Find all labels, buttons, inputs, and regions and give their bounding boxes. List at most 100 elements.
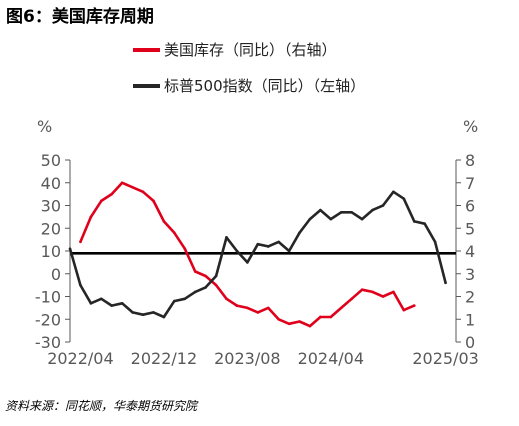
data-point-sp500 [173,299,176,303]
right-tick-label: 8 [465,151,475,170]
data-point-sp500 [392,190,395,194]
right-tick-label: 7 [465,174,475,193]
data-point-inventory [110,192,114,196]
data-point-inventory [339,306,343,310]
data-point-sp500 [319,208,322,212]
left-tick-label: -20 [35,310,61,329]
data-point-sp500 [246,261,249,264]
right-axis-ticks: 8 7 6 5 4 3 2 1 0 [456,151,475,352]
figure-title: 图6：美国库存周期 [6,7,154,27]
data-point-sp500 [433,240,437,244]
data-point-sp500 [131,311,134,314]
data-point-inventory [277,317,280,321]
left-tick-label: 50 [41,151,61,170]
data-point-sp500 [298,231,301,235]
left-tick-label: 20 [41,219,61,238]
left-axis-unit: % [37,117,52,136]
data-point-sp500 [412,220,416,223]
data-point-inventory [183,247,187,251]
data-point-sp500 [402,197,406,200]
data-point-sp500 [89,302,93,305]
data-point-inventory [412,304,416,307]
right-tick-label: 6 [465,197,475,216]
data-point-inventory [246,306,249,310]
data-point-sp500 [329,217,333,221]
data-point-inventory [329,315,333,319]
data-point-inventory [225,297,228,301]
data-point-sp500 [225,236,228,239]
data-point-sp500 [193,290,197,294]
data-point-sp500 [162,315,166,319]
data-point-sp500 [308,217,312,221]
source-note: 资料来源：同花顺，华泰期货研究院 [5,399,198,413]
data-point-sp500 [339,211,343,214]
left-tick-label: 10 [41,242,61,261]
left-tick-label: -10 [35,288,61,307]
data-point-sp500 [183,297,187,301]
data-point-inventory [350,297,353,301]
data-point-inventory [381,295,385,298]
data-point-sp500 [371,208,374,212]
right-tick-label: 5 [465,219,475,238]
data-point-inventory [79,240,82,244]
right-axis-unit: % [463,117,478,136]
left-tick-label: -30 [35,333,61,352]
data-point-inventory [204,274,207,278]
data-point-inventory [214,283,218,287]
data-point-sp500 [277,240,280,244]
left-tick-label: 30 [41,197,61,216]
right-tick-label: 1 [465,310,475,329]
data-point-inventory [235,304,239,307]
chart: 美国库存（同比）（右轴） 标普500指数（同比）（左轴） % % 5040302… [35,41,479,368]
data-point-sp500 [214,274,218,278]
data-point-sp500 [423,222,427,225]
right-tick-label: 4 [465,242,475,261]
data-point-sp500 [381,204,385,207]
data-point-inventory [256,311,260,314]
data-point-inventory [99,199,103,203]
data-point-sp500 [152,311,155,314]
data-point-sp500 [99,297,103,301]
legend-label-sp500: 标普500指数（同比）（左轴） [164,77,365,95]
series-points-sp500 [68,190,447,319]
data-point-inventory [266,306,270,310]
data-point-inventory [319,315,322,319]
data-point-sp500 [266,245,270,248]
series-points-inventory [79,181,416,328]
data-point-inventory [152,199,155,203]
data-point-sp500 [110,304,114,307]
data-point-inventory [89,215,93,219]
x-tick-label: 2022/12 [131,349,197,368]
data-point-inventory [371,290,374,294]
x-tick-label: 2025/03 [412,349,478,368]
data-point-inventory [131,186,134,189]
data-point-sp500 [256,242,260,246]
left-tick-label: 40 [41,174,61,193]
data-point-sp500 [350,211,353,214]
data-point-sp500 [360,217,364,221]
left-axis-ticks: 50 40 30 20 10 0 -10 -20 -30 [35,151,70,352]
x-tick-label: 2022/04 [47,349,113,368]
data-point-sp500 [141,313,145,317]
data-point-inventory [120,181,124,185]
data-point-inventory [308,324,312,328]
data-point-inventory [298,320,301,323]
data-point-sp500 [79,283,82,287]
right-tick-label: 3 [465,265,475,284]
right-tick-label: 0 [465,333,475,352]
data-point-inventory [141,190,145,194]
x-tick-label: 2023/08 [214,349,280,368]
data-point-sp500 [120,302,124,305]
legend: 美国库存（同比）（右轴） 标普500指数（同比）（左轴） [133,41,365,95]
data-point-inventory [173,231,176,235]
legend-label-inventory: 美国库存（同比）（右轴） [164,41,337,59]
data-point-inventory [162,220,166,223]
data-point-inventory [392,290,395,294]
right-tick-label: 2 [465,288,475,307]
x-tick-label: 2024/04 [298,349,364,368]
data-point-inventory [360,288,364,291]
data-point-inventory [193,270,197,273]
data-point-sp500 [287,249,291,253]
data-point-sp500 [68,247,72,251]
data-point-sp500 [444,281,447,285]
